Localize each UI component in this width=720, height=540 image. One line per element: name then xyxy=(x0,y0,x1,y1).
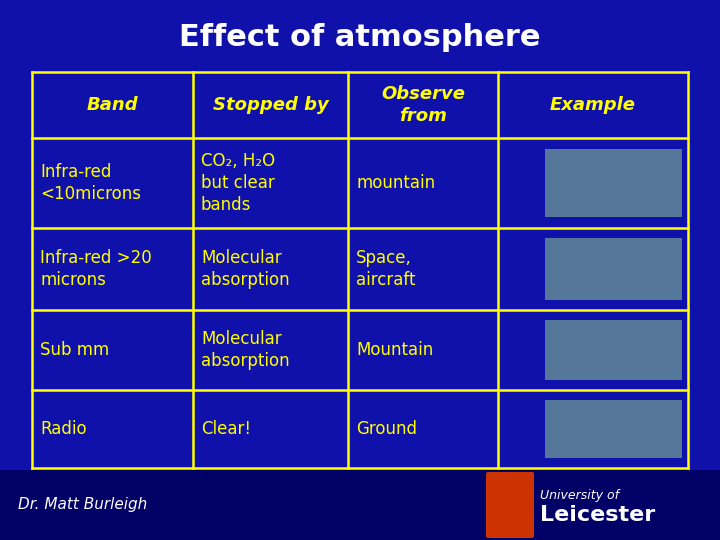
Text: Molecular
absorption: Molecular absorption xyxy=(201,249,289,289)
Text: Mountain: Mountain xyxy=(356,341,433,359)
Text: mountain: mountain xyxy=(356,174,435,192)
Text: Band: Band xyxy=(86,96,138,114)
Bar xyxy=(545,238,682,300)
FancyBboxPatch shape xyxy=(486,472,534,538)
Text: Dr. Matt Burleigh: Dr. Matt Burleigh xyxy=(18,497,148,512)
Text: Clear!: Clear! xyxy=(201,420,251,438)
Text: Stopped by: Stopped by xyxy=(212,96,328,114)
Bar xyxy=(545,149,682,217)
Text: Molecular
absorption: Molecular absorption xyxy=(201,330,289,370)
Text: Sub mm: Sub mm xyxy=(40,341,109,359)
Text: Leicester: Leicester xyxy=(540,505,655,525)
Text: CO₂, H₂O
but clear
bands: CO₂, H₂O but clear bands xyxy=(201,152,275,214)
Text: Ground: Ground xyxy=(356,420,417,438)
Text: Space,
aircraft: Space, aircraft xyxy=(356,249,415,289)
Text: Radio: Radio xyxy=(40,420,86,438)
Text: Example: Example xyxy=(550,96,636,114)
Bar xyxy=(0,470,720,540)
Bar xyxy=(545,400,682,458)
Text: Observe
from: Observe from xyxy=(381,85,465,125)
Text: University of: University of xyxy=(540,489,619,503)
Text: Infra-red
<10microns: Infra-red <10microns xyxy=(40,163,141,203)
Text: Effect of atmosphere: Effect of atmosphere xyxy=(179,24,541,52)
Text: Infra-red >20
microns: Infra-red >20 microns xyxy=(40,249,152,289)
Bar xyxy=(545,320,682,380)
